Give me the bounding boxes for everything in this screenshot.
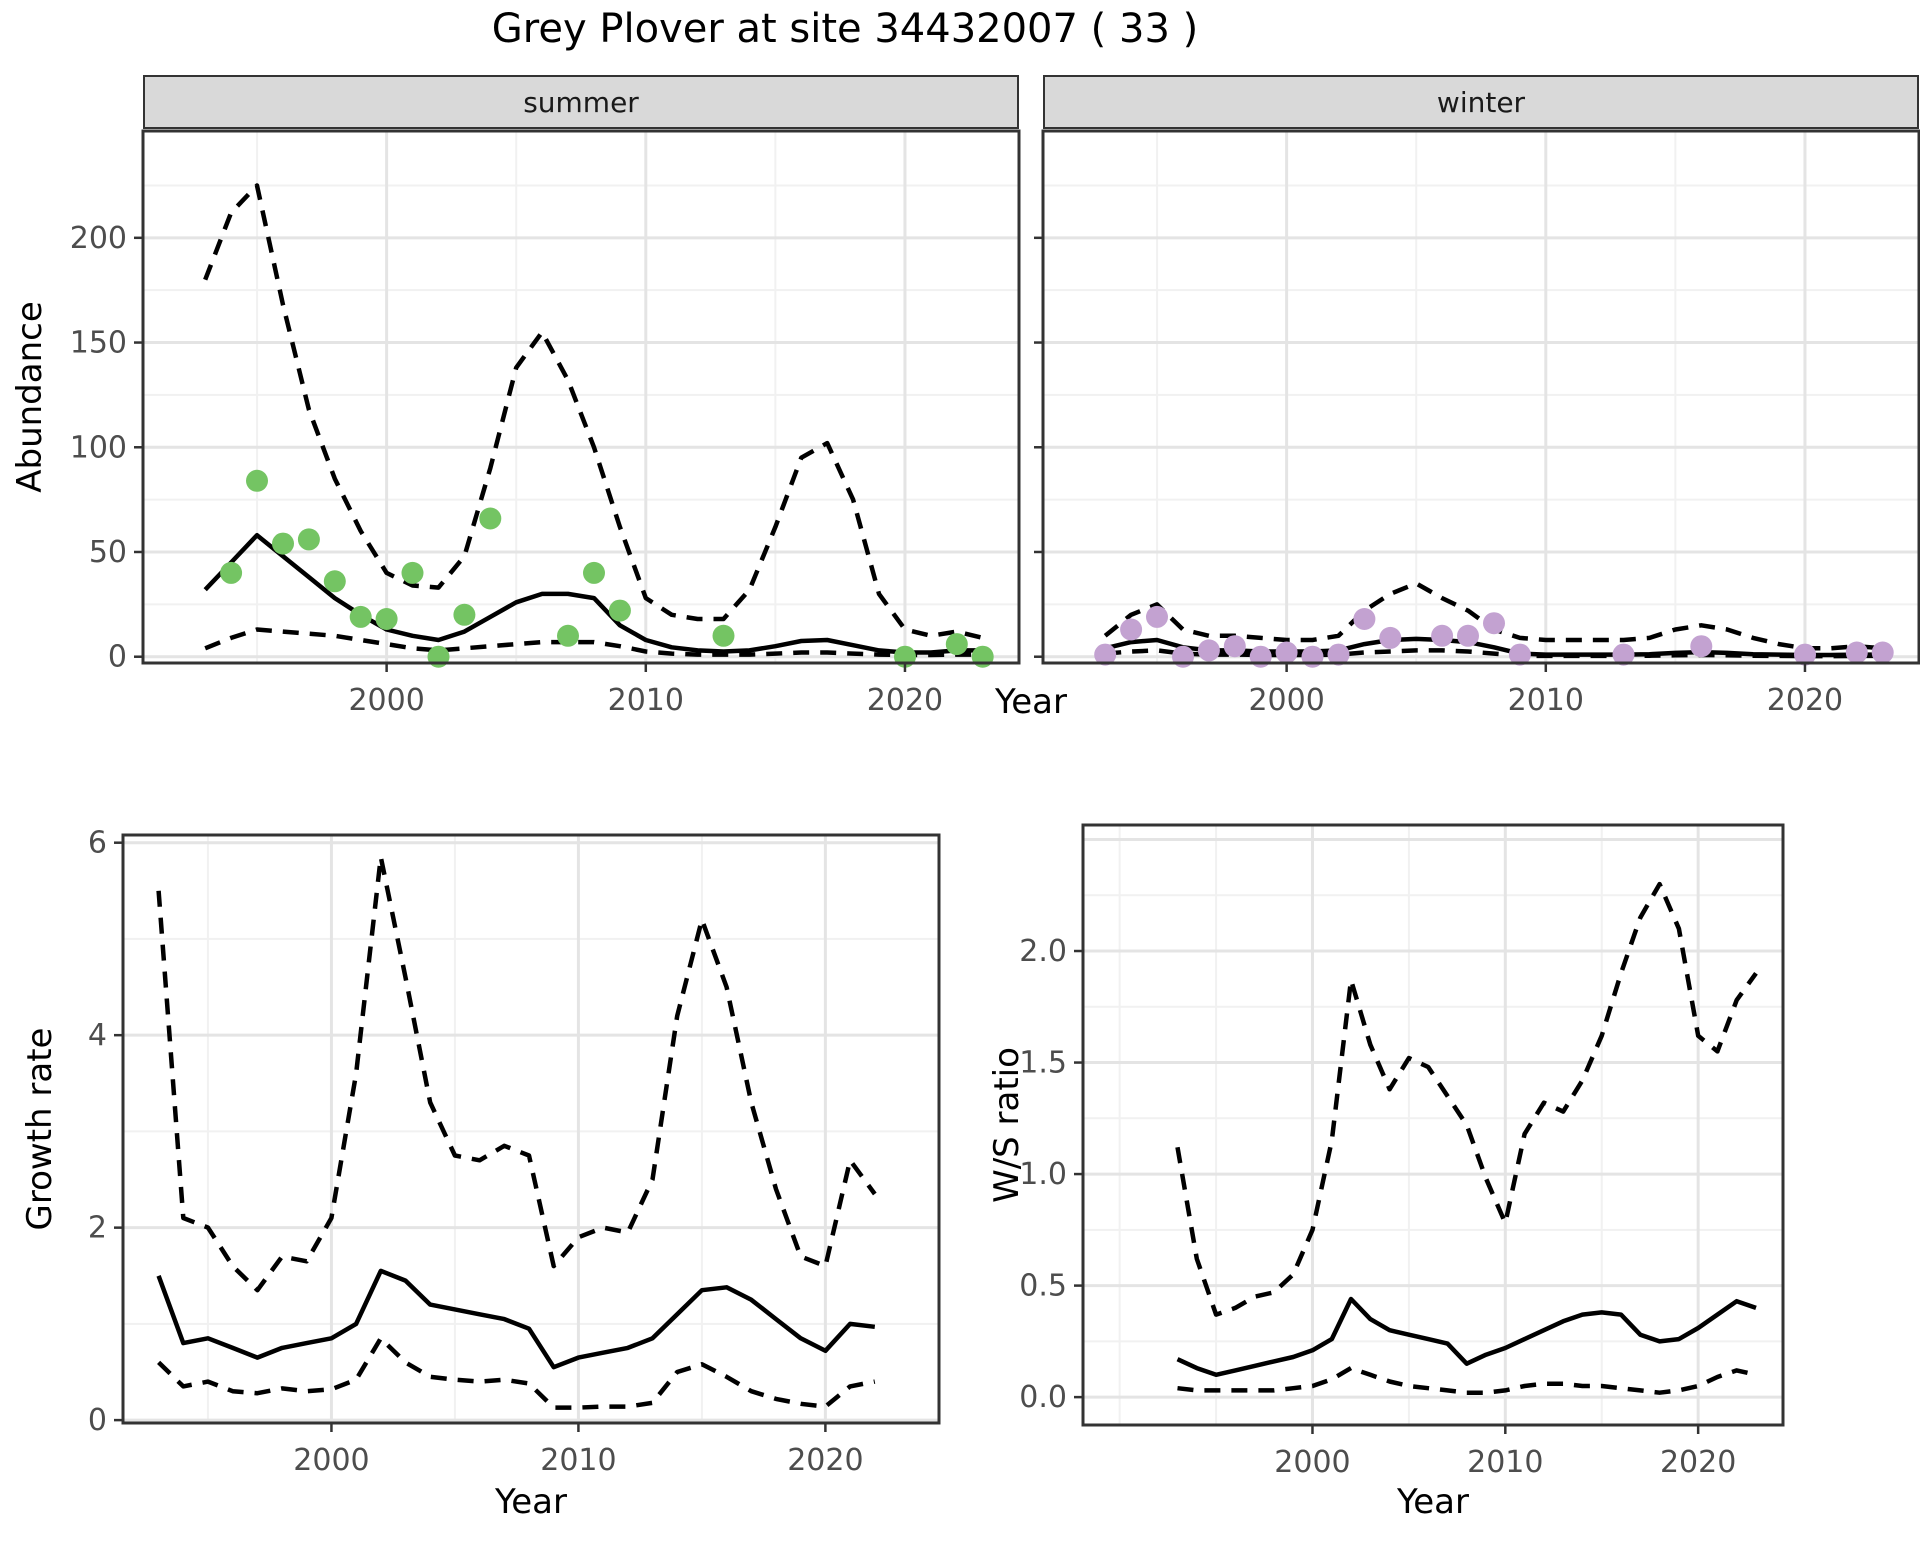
- x-axis-title-growth-rate: Year: [495, 1482, 567, 1522]
- upper-ci-line: [1175, 881, 1758, 1317]
- data-point: [401, 561, 424, 584]
- data-point: [1794, 643, 1816, 666]
- data-point: [1197, 639, 1220, 662]
- y-tick-label: 1.5: [1019, 1046, 1067, 1081]
- data-point: [1457, 624, 1479, 647]
- panel-border: [141, 129, 1021, 665]
- y-tick-label: 4: [88, 1018, 107, 1053]
- panel-border: [1081, 823, 1785, 1427]
- x-tick-label: 2010: [608, 683, 684, 718]
- lower-ci-line: [204, 627, 983, 658]
- x-axis-title-ws-ratio: Year: [1397, 1482, 1469, 1522]
- data-point: [945, 633, 968, 656]
- data-point: [1146, 605, 1168, 628]
- x-axis-title-top: Year: [995, 682, 1067, 722]
- data-point: [557, 624, 579, 647]
- x-tick-label: 2000: [293, 1443, 369, 1478]
- x-tick-label: 2000: [1274, 1445, 1350, 1480]
- data-point: [1508, 643, 1531, 666]
- x-tick-label: 2000: [348, 683, 424, 718]
- x-tick-label: 2020: [1660, 1445, 1736, 1480]
- facet-strip-winter: winter: [1043, 75, 1919, 129]
- data-point: [608, 599, 631, 622]
- y-tick-label: 100: [70, 430, 127, 465]
- data-point: [1275, 641, 1298, 664]
- y-tick-label: 0: [88, 1403, 107, 1438]
- facet-strip-summer-label: summer: [523, 85, 639, 119]
- fit-line: [203, 532, 983, 655]
- x-tick-label: 2020: [1767, 683, 1843, 718]
- upper-ci-line: [203, 183, 984, 641]
- data-point: [1431, 624, 1454, 647]
- data-point: [712, 624, 735, 647]
- y-tick-label: 0.0: [1019, 1380, 1067, 1415]
- y-tick-label: 0: [108, 640, 127, 675]
- y-axis-title-abundance: Abundance: [10, 301, 50, 493]
- data-point: [1612, 643, 1635, 666]
- data-point: [220, 561, 243, 584]
- data-point: [1094, 643, 1117, 666]
- data-point: [323, 570, 346, 593]
- data-point: [1483, 612, 1505, 635]
- data-point: [1327, 643, 1350, 666]
- data-point: [1845, 641, 1868, 664]
- y-tick-label: 6: [88, 826, 107, 861]
- panel-background: [1083, 825, 1783, 1425]
- chart-title: Grey Plover at site 34432007 ( 33 ): [491, 6, 1199, 52]
- data-point: [1379, 626, 1402, 649]
- data-point: [297, 528, 320, 551]
- data-point: [1353, 608, 1376, 630]
- data-point: [375, 608, 398, 630]
- lower-ci-line: [157, 1336, 876, 1410]
- x-tick-label: 2020: [787, 1443, 863, 1478]
- lower-ci-line: [1105, 648, 1883, 659]
- y-axis-title-growth-rate: Growth rate: [20, 1027, 60, 1231]
- fit-line: [156, 1268, 876, 1370]
- lower-ci-line: [1177, 1365, 1757, 1395]
- y-tick-label: 2.0: [1019, 934, 1067, 969]
- data-point: [246, 469, 268, 492]
- fit-line: [1176, 1296, 1757, 1378]
- y-tick-label: 1.0: [1019, 1157, 1067, 1192]
- y-tick-label: 50: [89, 535, 127, 570]
- panel-background: [1043, 131, 1919, 663]
- panel-border: [121, 833, 941, 1425]
- x-tick-label: 2010: [1508, 683, 1584, 718]
- y-tick-label: 150: [70, 326, 127, 361]
- y-axis-title-ws-ratio: W/S ratio: [987, 1047, 1027, 1203]
- panel-border: [1041, 129, 1920, 665]
- data-point: [349, 605, 372, 628]
- panel-background: [123, 835, 939, 1423]
- facet-strip-winter-label: winter: [1436, 85, 1526, 119]
- x-tick-label: 2010: [540, 1443, 616, 1478]
- panel-background: [143, 131, 1019, 663]
- x-tick-label: 2000: [1248, 683, 1324, 718]
- data-point: [1223, 635, 1246, 658]
- x-tick-label: 2010: [1467, 1445, 1543, 1480]
- data-point: [1120, 618, 1143, 641]
- data-point: [583, 561, 605, 584]
- facet-strip-summer: summer: [143, 75, 1019, 129]
- data-point: [453, 603, 476, 626]
- upper-ci-line: [156, 854, 877, 1293]
- y-tick-label: 200: [70, 221, 127, 256]
- y-tick-label: 2: [88, 1211, 107, 1246]
- data-point: [1871, 641, 1894, 664]
- y-tick-label: 0.5: [1019, 1269, 1067, 1304]
- data-point: [272, 532, 294, 555]
- data-point: [479, 507, 502, 530]
- x-tick-label: 2020: [867, 683, 943, 718]
- data-point: [1690, 635, 1713, 658]
